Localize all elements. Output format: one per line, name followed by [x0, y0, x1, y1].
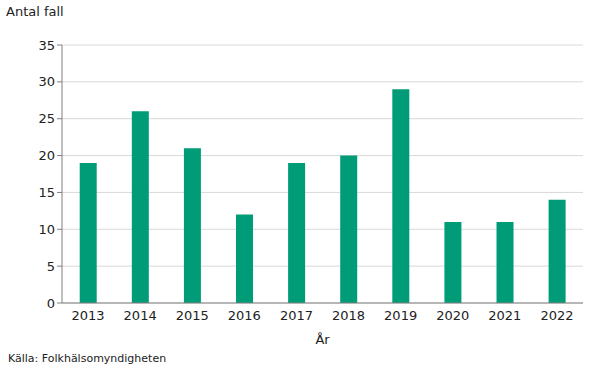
svg-text:År: År	[315, 332, 330, 347]
html-text:Källa: Folkhälsomyndigheten: Källa: Folkhälsomyndigheten	[8, 352, 167, 365]
svg-text:35: 35	[38, 38, 55, 53]
svg-text:2015: 2015	[176, 308, 209, 323]
html-text:Antal fall: Antal fall	[6, 4, 64, 19]
svg-text:2022: 2022	[540, 308, 573, 323]
svg-text:2013: 2013	[72, 308, 105, 323]
svg-text:2021: 2021	[488, 308, 521, 323]
svg-text:2018: 2018	[332, 308, 365, 323]
svg-text:2016: 2016	[228, 308, 261, 323]
svg-text:20: 20	[38, 148, 55, 163]
svg-text:25: 25	[38, 111, 55, 126]
svg-text:2017: 2017	[280, 308, 313, 323]
svg-text:0: 0	[47, 296, 55, 311]
svg-text:5: 5	[47, 259, 55, 274]
svg-text:2020: 2020	[436, 308, 469, 323]
svg-text:2014: 2014	[124, 308, 157, 323]
svg-text:10: 10	[38, 222, 55, 237]
svg-text:2019: 2019	[384, 308, 417, 323]
svg-text:15: 15	[38, 185, 55, 200]
svg-text:30: 30	[38, 74, 55, 89]
